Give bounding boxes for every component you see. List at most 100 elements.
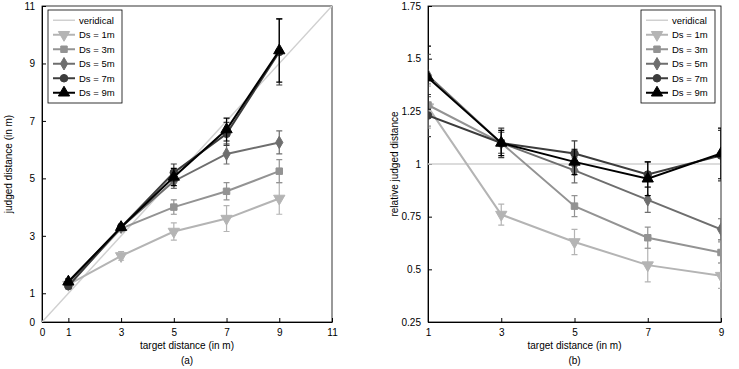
x-axis: 13579 bbox=[426, 318, 725, 338]
x-tick: 3 bbox=[119, 318, 125, 338]
marker bbox=[63, 275, 74, 285]
marker bbox=[715, 147, 721, 157]
marker bbox=[168, 170, 179, 180]
y-tick-label: 3 bbox=[29, 231, 35, 242]
series-line bbox=[428, 116, 721, 175]
legend-marker bbox=[653, 58, 660, 70]
x-tick-label: 3 bbox=[499, 327, 505, 338]
legend-label: veridical bbox=[672, 15, 707, 26]
marker bbox=[715, 272, 721, 282]
y-tick-mark bbox=[42, 293, 46, 294]
y-tick-label: 1.25 bbox=[402, 106, 422, 117]
y-tick-mark bbox=[428, 269, 432, 270]
x-tick-label: 9 bbox=[277, 327, 283, 338]
x-tick-mark bbox=[279, 318, 280, 322]
marker bbox=[223, 188, 229, 194]
y-tick-label: 9 bbox=[29, 58, 35, 69]
series-line bbox=[428, 107, 721, 276]
y-tick: 7 bbox=[29, 116, 46, 127]
y-tick-mark bbox=[428, 322, 432, 323]
y-tick-label: 1.75 bbox=[402, 1, 422, 12]
y-tick: 5 bbox=[29, 173, 46, 184]
plot-area bbox=[428, 46, 721, 288]
marker bbox=[571, 203, 577, 209]
legend-marker bbox=[651, 31, 662, 41]
panel: 0135791101357911target distance (in m)ju… bbox=[3, 1, 338, 366]
x-tick-mark bbox=[648, 318, 649, 322]
series-line bbox=[68, 198, 279, 284]
y-axis-title: judged distance (in m) bbox=[3, 115, 14, 214]
series bbox=[428, 84, 721, 263]
error-bar bbox=[224, 144, 230, 164]
y-tick-mark bbox=[42, 6, 46, 7]
y-tick: 1.25 bbox=[402, 106, 432, 117]
marker bbox=[496, 211, 507, 221]
series bbox=[65, 160, 282, 288]
x-tick-mark bbox=[501, 318, 502, 322]
series-line bbox=[42, 6, 332, 322]
legend-label: Ds = 7m bbox=[79, 73, 115, 84]
marker bbox=[718, 249, 721, 255]
x-tick: 7 bbox=[224, 318, 230, 338]
marker bbox=[428, 71, 434, 81]
legend-box bbox=[641, 10, 715, 103]
legend-label: Ds = 5m bbox=[672, 58, 708, 69]
x-tick-mark bbox=[227, 318, 228, 322]
y-tick: 0.5 bbox=[407, 264, 432, 275]
series bbox=[65, 131, 283, 288]
legend: veridicalDs = 1mDs = 3mDs = 5mDs = 7mDs … bbox=[641, 10, 715, 103]
marker bbox=[642, 262, 653, 272]
x-tick-label: 11 bbox=[327, 327, 338, 338]
x-tick: 5 bbox=[172, 318, 178, 338]
series bbox=[63, 19, 285, 285]
x-tick: 9 bbox=[719, 318, 725, 338]
series bbox=[63, 183, 285, 291]
y-tick-label: 1 bbox=[415, 159, 421, 170]
x-tick-label: 5 bbox=[572, 327, 578, 338]
chart-root: 0135791101357911target distance (in m)ju… bbox=[0, 0, 739, 369]
y-tick-label: 0.25 bbox=[402, 317, 422, 328]
x-tick-mark bbox=[174, 318, 175, 322]
x-axis: 0 1 3 5 7 9 11 bbox=[40, 318, 338, 338]
legend-label: Ds = 5m bbox=[79, 58, 115, 69]
error-bar bbox=[171, 200, 177, 214]
marker bbox=[171, 204, 177, 210]
x-tick: 1 bbox=[66, 318, 72, 338]
x-tick-label: 7 bbox=[645, 327, 651, 338]
error-bar bbox=[572, 196, 578, 217]
chart-title: (a) bbox=[181, 355, 193, 366]
y-tick: 1 bbox=[29, 288, 46, 299]
panel: 135790.250.50.7511.251.51.75target dista… bbox=[389, 1, 727, 366]
marker bbox=[642, 172, 653, 182]
marker bbox=[115, 253, 126, 263]
y-tick-label: 1.5 bbox=[407, 53, 421, 64]
marker bbox=[115, 221, 126, 231]
error-bar bbox=[718, 242, 721, 263]
legend-marker bbox=[651, 86, 662, 96]
y-tick-label: 11 bbox=[25, 1, 36, 12]
legend-marker bbox=[653, 74, 661, 82]
legend-label: veridical bbox=[79, 15, 114, 26]
legend-marker bbox=[60, 58, 67, 70]
legend-swatch bbox=[53, 20, 75, 22]
x-tick-label: 9 bbox=[719, 327, 725, 338]
legend-marker bbox=[654, 46, 660, 52]
legend-label: Ds = 1m bbox=[79, 29, 115, 40]
y-tick-label: 1 bbox=[29, 288, 35, 299]
x-tick-mark bbox=[121, 318, 122, 322]
legend-label: Ds = 9m bbox=[672, 87, 708, 98]
y-tick: 1.75 bbox=[402, 1, 432, 12]
series-line bbox=[68, 52, 279, 286]
x-tick-label: 0 bbox=[40, 327, 46, 338]
marker bbox=[428, 112, 432, 120]
legend-box bbox=[48, 10, 122, 103]
y-tick: 9 bbox=[29, 58, 46, 69]
marker bbox=[221, 215, 232, 225]
x-axis-title: target distance (in m) bbox=[528, 340, 622, 351]
x-tick-label: 1 bbox=[66, 327, 72, 338]
y-tick-mark bbox=[42, 121, 46, 122]
chart-title: (b) bbox=[568, 355, 580, 366]
legend-label: Ds = 1m bbox=[672, 29, 708, 40]
series-line bbox=[68, 142, 279, 281]
y-axis-title: relative judged distance bbox=[389, 111, 400, 217]
